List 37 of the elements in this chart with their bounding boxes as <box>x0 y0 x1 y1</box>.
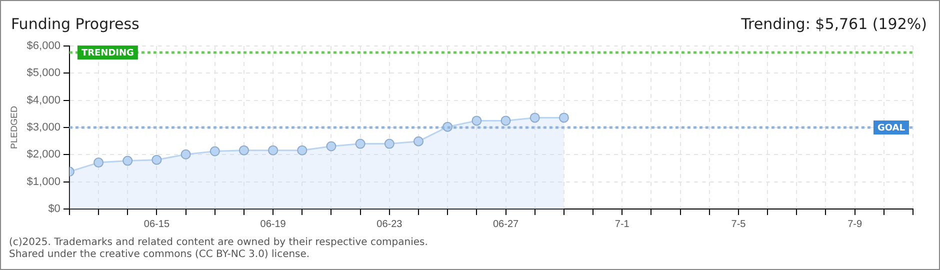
chart-subtitle: Trending: $5,761 (192%) <box>741 15 927 33</box>
point <box>384 138 394 149</box>
point <box>122 156 133 166</box>
ref-line-label: TRENDING <box>81 48 134 58</box>
y-tick-label: $4,000 <box>26 94 60 106</box>
y-tick-label: $5,000 <box>26 67 60 80</box>
point <box>472 116 482 126</box>
x-tick-label: 06-19 <box>260 218 286 230</box>
point <box>94 158 104 168</box>
x-tick-label: 06-23 <box>376 218 403 230</box>
y-tick-label: $2,000 <box>26 148 60 161</box>
y-tick-label: $6,000 <box>26 40 60 52</box>
x-tick-label: 7-1 <box>614 218 630 230</box>
point <box>530 112 540 123</box>
point <box>297 145 308 156</box>
y-tick-label: $1,000 <box>26 176 60 188</box>
x-tick-label: 06-15 <box>144 218 170 230</box>
point <box>180 149 191 160</box>
point <box>210 146 220 156</box>
chart-title: Funding Progress <box>11 15 140 33</box>
point <box>268 145 278 156</box>
point <box>152 154 162 165</box>
y-tick-label: $3,000 <box>26 122 60 134</box>
point <box>414 136 424 146</box>
y-tick-label: $0 <box>48 203 60 216</box>
point <box>558 112 569 123</box>
x-tick-label: 06-27 <box>492 218 519 230</box>
x-tick-label: 7-5 <box>731 218 746 230</box>
ref-line-label: GOAL <box>878 123 906 134</box>
point <box>355 138 366 149</box>
text: (c)2025. Trademarks and related content are owned by their respective companies. <box>9 237 428 249</box>
point <box>326 141 336 152</box>
x-tick-label: 7-9 <box>848 218 862 230</box>
point <box>238 145 249 156</box>
point <box>500 116 511 126</box>
text: Shared under the creative commons (CC BY-NC 3.0) license. <box>9 249 311 261</box>
y-axis-title: PLEDGED <box>8 105 19 150</box>
